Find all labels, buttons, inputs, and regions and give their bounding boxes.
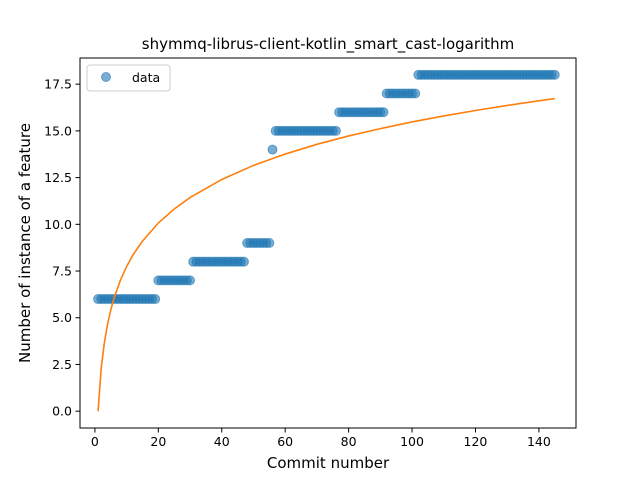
plot-area (93, 69, 560, 412)
x-tick-label: 20 (150, 434, 166, 449)
x-tick-label: 0 (91, 434, 99, 449)
y-tick-label: 2.5 (52, 357, 72, 372)
y-axis: 0.0 2.5 5.0 7.5 10.0 12.5 15.0 17.5 (44, 77, 80, 419)
data-point (378, 107, 389, 118)
legend-label-data: data (132, 70, 160, 85)
y-tick-label: 17.5 (44, 77, 72, 92)
legend-box (86, 64, 171, 92)
data-point (267, 144, 278, 155)
data-point (330, 125, 341, 136)
data-point (150, 294, 161, 305)
x-tick-label: 140 (527, 434, 551, 449)
x-tick-label: 40 (214, 434, 230, 449)
y-tick-label: 0.0 (52, 404, 72, 419)
x-axis-label: Commit number (267, 454, 390, 472)
data-point (549, 69, 560, 80)
legend: data (86, 64, 171, 92)
y-tick-label: 12.5 (44, 170, 72, 185)
y-tick-label: 7.5 (52, 264, 72, 279)
y-axis-label: Number of instance of a feature (16, 123, 34, 363)
x-axis: 0 20 40 60 80 100 120 140 (91, 428, 551, 449)
y-tick-label: 5.0 (52, 310, 72, 325)
data-point (410, 88, 421, 99)
data-point (185, 275, 196, 286)
chart-title: shymmq-librus-client-kotlin_smart_cast-l… (142, 35, 514, 54)
x-tick-label: 60 (277, 434, 293, 449)
data-point (238, 256, 249, 267)
y-tick-label: 15.0 (44, 123, 72, 138)
fit-line (97, 97, 555, 412)
x-tick-label: 120 (464, 434, 488, 449)
x-tick-label: 100 (400, 434, 424, 449)
x-tick-label: 80 (341, 434, 357, 449)
legend-marker-data (101, 72, 111, 82)
plot-frame (79, 57, 577, 429)
y-tick-label: 10.0 (44, 217, 72, 232)
data-point (264, 238, 275, 248)
